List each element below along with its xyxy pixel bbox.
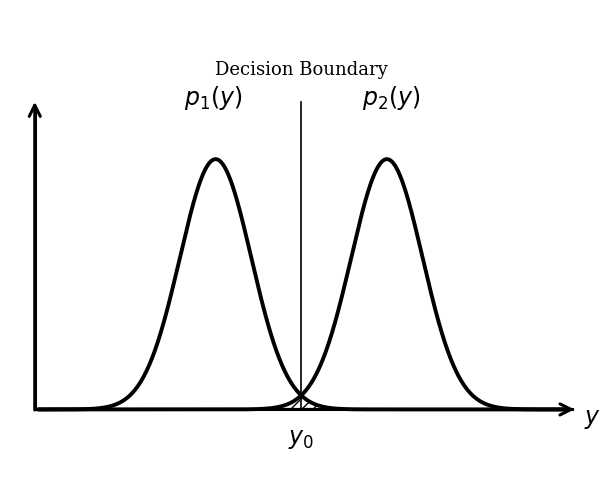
Text: $p_1(y)$: $p_1(y)$ — [184, 85, 242, 113]
Polygon shape — [264, 396, 338, 409]
Text: $y_0$: $y_0$ — [288, 428, 314, 451]
Text: $y$: $y$ — [584, 408, 600, 431]
Text: Decision Boundary: Decision Boundary — [215, 61, 388, 79]
Text: $p_2(y)$: $p_2(y)$ — [362, 85, 421, 113]
